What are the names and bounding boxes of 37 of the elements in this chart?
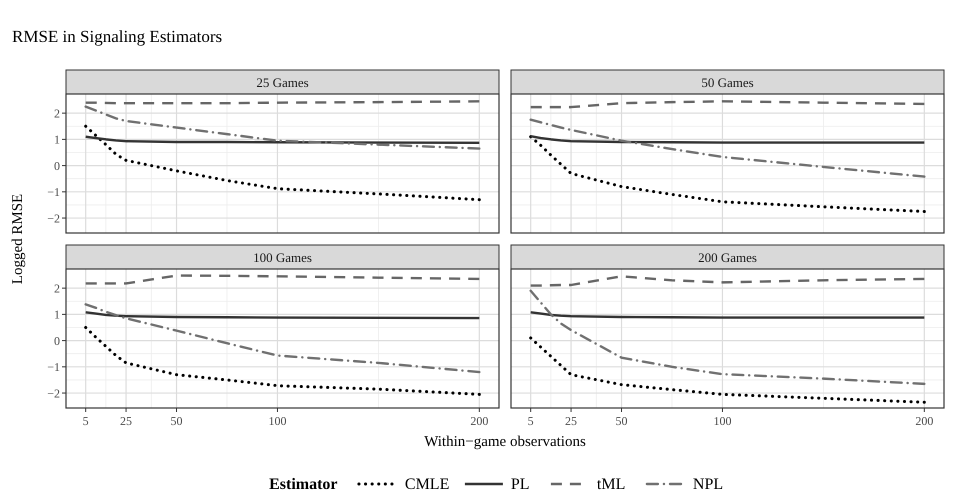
line-series (84, 274, 481, 285)
chart-subtitle: 50 Games (701, 75, 754, 90)
x-tick-label: 100 (713, 414, 732, 428)
x-tick-label: 25 (120, 414, 132, 428)
x-tick-label: 25 (565, 414, 578, 428)
legend-label: CMLE (404, 476, 450, 493)
line-series (84, 303, 481, 374)
x-axis-title: Within−game observations (424, 434, 586, 450)
y-tick-label: 0 (54, 158, 60, 173)
y-axis-title: Logged RMSE (10, 194, 26, 284)
y-tick-label: 1 (54, 132, 60, 147)
y-tick-label: 0 (54, 334, 60, 348)
y-tick-label: 2 (54, 281, 60, 296)
y-tick-label: 1 (54, 308, 60, 322)
y-tick-label: −1 (47, 360, 60, 374)
y-tick-label: −1 (47, 185, 60, 200)
y-tick-label: 2 (54, 106, 60, 120)
x-tick-label: 200 (470, 414, 488, 428)
x-tick-label: 200 (915, 414, 934, 428)
x-tick-label: 50 (170, 414, 183, 428)
chart-subtitle: 100 Games (253, 250, 312, 265)
x-tick-label: 50 (616, 414, 628, 428)
x-tick-label: 5 (82, 414, 89, 428)
x-tick-label: 100 (268, 414, 286, 428)
y-tick-label: −2 (47, 386, 60, 400)
line-series (84, 326, 481, 396)
legend-title: Estimator (269, 476, 338, 493)
chart-subtitle: 200 Games (698, 250, 757, 265)
line-series (84, 124, 481, 202)
legend-label: PL (510, 476, 530, 493)
legend-label: NPL (692, 476, 724, 493)
x-tick-label: 5 (528, 414, 534, 428)
chart-subtitle: 25 Games (256, 75, 309, 90)
y-tick-label: −2 (47, 211, 60, 226)
chart-title: RMSE in Signaling Estimators (12, 27, 222, 46)
line-series (84, 136, 481, 144)
legend-label: tML (596, 476, 626, 493)
